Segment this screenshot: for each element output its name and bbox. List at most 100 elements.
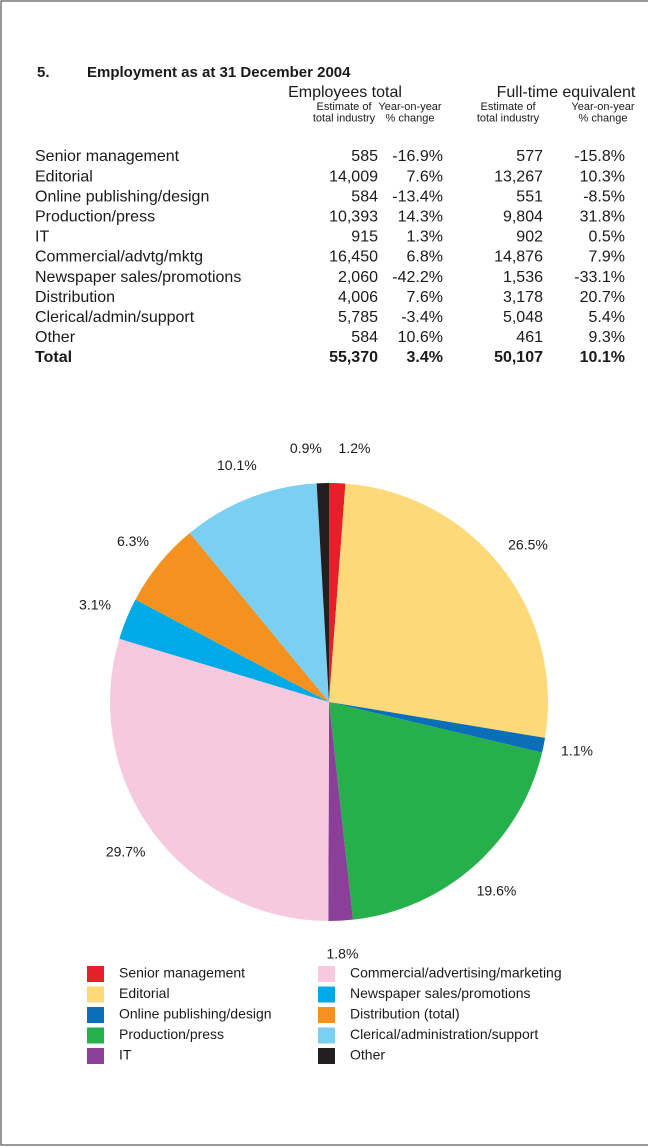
legend-swatch <box>318 1007 335 1023</box>
pie-slice <box>119 599 329 702</box>
table-cell: 10.6% <box>398 329 443 346</box>
table-cell: 14,876 <box>494 249 543 266</box>
column-header: % change <box>386 112 435 124</box>
table-cell: 14.3% <box>398 209 443 226</box>
pie-slice <box>329 702 543 920</box>
table-cell: 2,060 <box>338 269 378 286</box>
table-cell: 461 <box>516 329 543 346</box>
slice-label: 10.1% <box>217 457 257 473</box>
slice-label: 26.5% <box>508 536 548 552</box>
table-cell: 9.3% <box>589 329 625 346</box>
pie-slice <box>109 638 329 921</box>
legend-label: Distribution (total) <box>350 1006 460 1022</box>
table-cell: 5,048 <box>503 309 543 326</box>
table-cell: 31.8% <box>580 209 625 226</box>
legend-label: Online publishing/design <box>119 1006 272 1022</box>
row-label: Editorial <box>35 168 93 185</box>
table-cell: 551 <box>516 188 543 205</box>
legend-label: Production/press <box>119 1026 224 1042</box>
column-header: Year-on-year <box>571 101 635 113</box>
row-label: Other <box>35 329 76 346</box>
slice-label: 19.6% <box>477 882 517 898</box>
row-label: Commercial/advtg/mktg <box>35 249 203 266</box>
slice-label: 1.2% <box>339 440 371 456</box>
column-header: % change <box>579 112 628 124</box>
table-cell: 7.6% <box>407 168 443 185</box>
pie-slice <box>316 483 329 702</box>
table-cell: 10,393 <box>329 209 378 226</box>
legend-swatch <box>87 1048 104 1064</box>
table-cell: 584 <box>351 329 378 346</box>
legend-swatch <box>87 986 104 1003</box>
legend-swatch <box>87 966 104 982</box>
pie-slice <box>329 483 548 738</box>
table-cell: -33.1% <box>574 269 625 286</box>
column-header: Year-on-year <box>378 101 442 113</box>
table-cell: 14,009 <box>329 168 378 185</box>
slice-label: 0.9% <box>290 440 322 456</box>
pie-slice <box>329 702 546 753</box>
table-cell: 902 <box>516 229 543 246</box>
table-cell: 5,785 <box>338 309 378 326</box>
table-cell: -3.4% <box>401 309 443 326</box>
table-cell: 4,006 <box>338 289 378 306</box>
table-cell: 577 <box>516 148 543 165</box>
row-label: Online publishing/design <box>35 188 209 205</box>
table-cell: 3,178 <box>503 289 543 306</box>
table-cell: 13,267 <box>494 168 543 185</box>
legend-swatch <box>318 966 335 982</box>
table-cell: 16,450 <box>329 249 378 266</box>
table-cell: 7.9% <box>589 249 625 266</box>
pie-slice <box>135 532 329 702</box>
table-cell: 7.6% <box>407 289 443 306</box>
legend-label: IT <box>119 1047 132 1063</box>
legend-label: Other <box>350 1047 385 1063</box>
slice-label: 6.3% <box>117 533 149 549</box>
table-cell: 915 <box>351 229 378 246</box>
table-cell: -15.8% <box>574 148 625 165</box>
slice-label: 3.1% <box>79 597 111 613</box>
section-title: Employment as at 31 December 2004 <box>87 64 351 81</box>
legend-label: Senior management <box>119 965 245 981</box>
slice-label: 1.8% <box>327 945 359 961</box>
legend-swatch <box>318 986 335 1003</box>
slice-label: 1.1% <box>561 743 593 759</box>
legend-label: Clerical/administration/support <box>350 1026 538 1042</box>
table-cell: 10.1% <box>580 349 625 366</box>
row-label: Production/press <box>35 209 155 226</box>
legend-swatch <box>87 1027 104 1044</box>
table-cell: 1,536 <box>503 269 543 286</box>
section-number: 5. <box>37 64 50 81</box>
legend-label: Editorial <box>119 985 170 1001</box>
legend-swatch <box>318 1027 335 1044</box>
table-cell: 10.3% <box>580 168 625 185</box>
table-cell: 0.5% <box>589 229 625 246</box>
legend-label: Newspaper sales/promotions <box>350 985 531 1001</box>
legend-label: Commercial/advertising/marketing <box>350 965 562 981</box>
column-header: Estimate of <box>316 101 372 113</box>
table-cell: 6.8% <box>407 249 443 266</box>
slice-label: 29.7% <box>106 843 146 859</box>
group-header: Full-time equivalent <box>497 84 636 101</box>
table-cell: 55,370 <box>329 349 378 366</box>
column-header: total industry <box>313 112 376 124</box>
table-cell: 1.3% <box>407 229 443 246</box>
row-label: Newspaper sales/promotions <box>35 269 241 286</box>
legend-swatch <box>87 1007 104 1023</box>
pie-slice <box>328 702 353 921</box>
pie-slice <box>329 483 346 702</box>
legend-swatch <box>318 1048 335 1064</box>
table-cell: -16.9% <box>392 148 443 165</box>
table-cell: -42.2% <box>392 269 443 286</box>
row-label: Total <box>35 349 72 366</box>
table-cell: 50,107 <box>494 349 543 366</box>
table-cell: 585 <box>351 148 378 165</box>
table-cell: 3.4% <box>407 349 443 366</box>
pie-slice <box>189 483 329 702</box>
table-cell: 5.4% <box>589 309 625 326</box>
table-cell: -8.5% <box>583 188 625 205</box>
table-cell: 584 <box>351 188 378 205</box>
row-label: Distribution <box>35 289 115 306</box>
